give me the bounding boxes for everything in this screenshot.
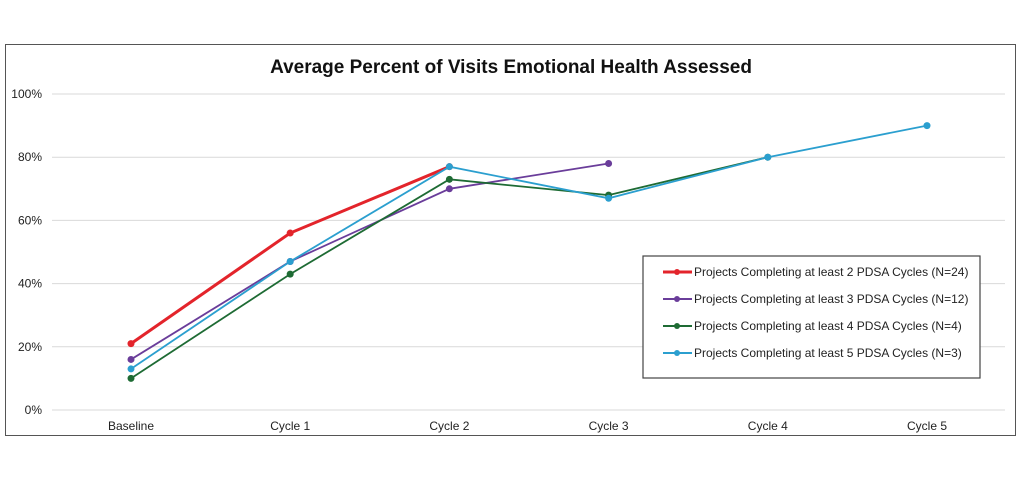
legend-label: Projects Completing at least 5 PDSA Cycl… [694, 346, 962, 360]
data-point [764, 153, 772, 161]
series-line [130, 124, 928, 370]
data-point [127, 355, 135, 363]
legend-marker [674, 350, 680, 356]
data-point [286, 270, 294, 278]
y-tick-label: 20% [18, 340, 42, 354]
x-tick-label: Cycle 1 [270, 419, 310, 433]
legend-label: Projects Completing at least 3 PDSA Cycl… [694, 292, 968, 306]
data-point [127, 365, 135, 373]
data-point [445, 185, 453, 193]
series-line [130, 165, 450, 345]
y-tick-label: 100% [11, 87, 42, 101]
legend-label: Projects Completing at least 4 PDSA Cycl… [694, 319, 962, 333]
data-point [127, 340, 135, 348]
legend-marker [674, 296, 680, 302]
legend-marker [674, 323, 680, 329]
data-point [923, 122, 931, 130]
data-point [605, 194, 613, 202]
data-point [605, 160, 613, 168]
legend-box [642, 255, 981, 379]
chart-title: Average Percent of Visits Emotional Heal… [270, 57, 752, 78]
data-point [445, 175, 453, 183]
x-tick-label: Cycle 2 [429, 419, 469, 433]
x-tick-label: Cycle 5 [907, 419, 947, 433]
legend-marker [674, 269, 680, 275]
legend-label: Projects Completing at least 2 PDSA Cycl… [694, 265, 968, 279]
x-tick-label: Baseline [108, 419, 154, 433]
y-tick-label: 0% [25, 403, 43, 417]
data-point [286, 257, 294, 265]
data-point [286, 229, 294, 237]
data-point [127, 374, 135, 382]
data-point [445, 163, 453, 171]
y-tick-label: 60% [18, 213, 42, 227]
series-line [130, 162, 609, 361]
y-tick-label: 80% [18, 150, 42, 164]
x-tick-label: Cycle 3 [589, 419, 629, 433]
chart-frame [5, 44, 1016, 436]
x-tick-label: Cycle 4 [748, 419, 788, 433]
y-tick-label: 40% [18, 277, 42, 291]
